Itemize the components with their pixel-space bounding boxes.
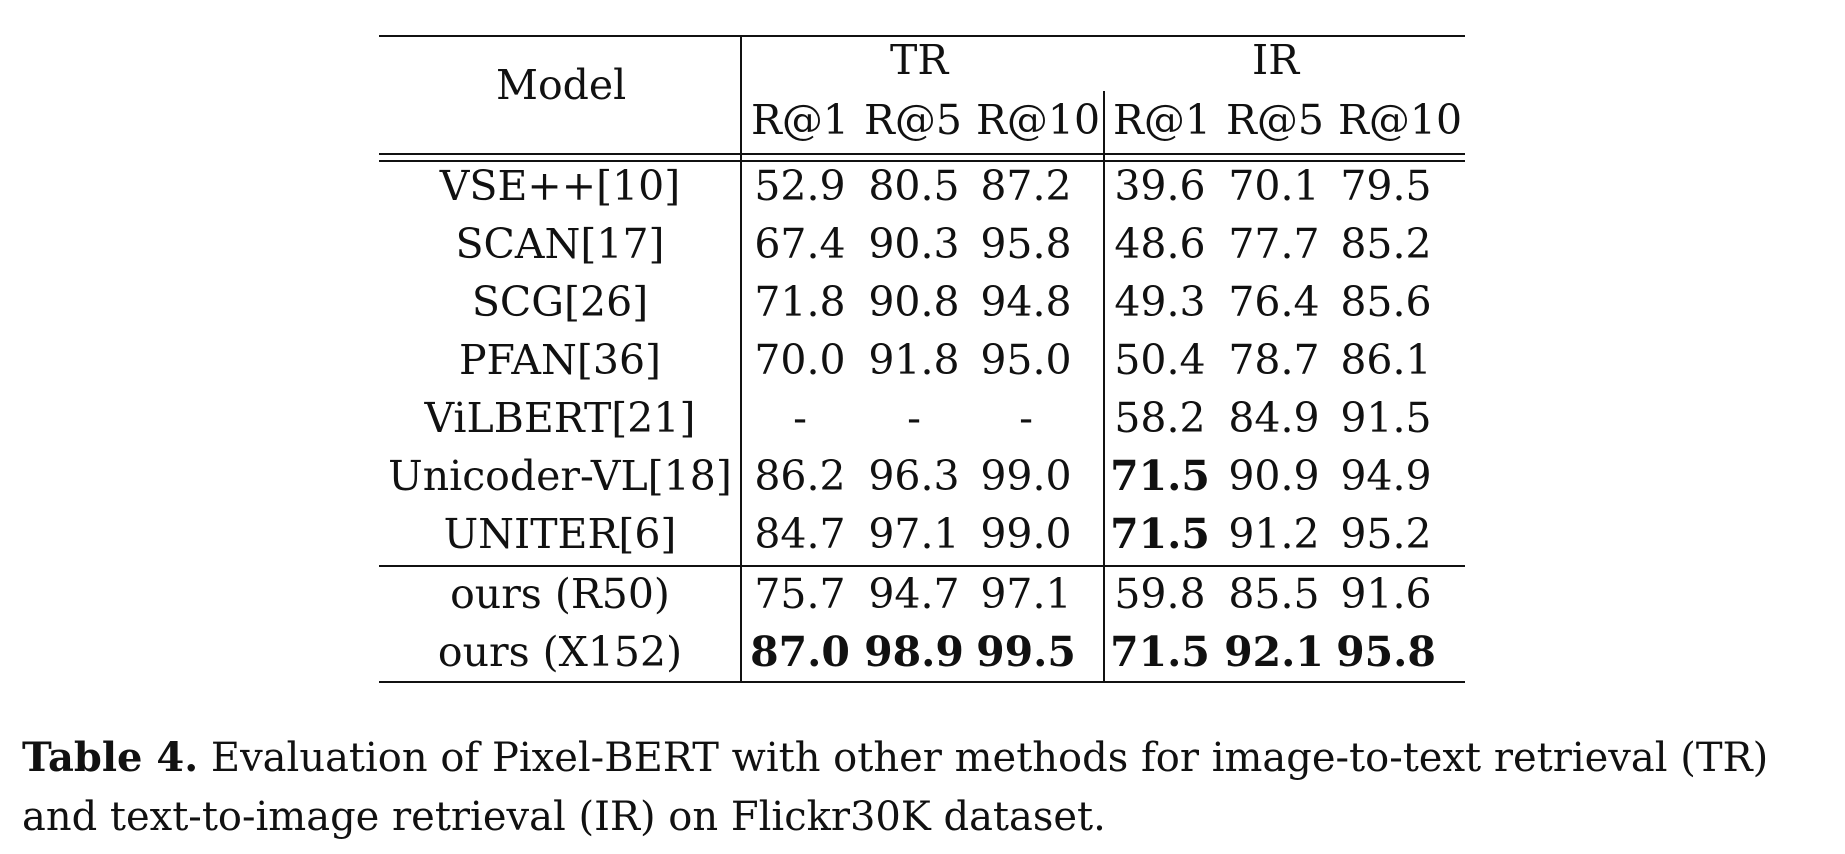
table-cell-value: 95.2 xyxy=(1340,510,1432,558)
table-cell-value: 99.0 xyxy=(980,452,1072,500)
row-model-name: SCG[26] xyxy=(471,278,649,326)
table-cell-value: 84.9 xyxy=(1228,394,1320,442)
row-model-name: SCAN[17] xyxy=(455,220,665,268)
table-cell-value: 78.7 xyxy=(1228,336,1320,384)
table-cell-value: 99.5 xyxy=(976,628,1076,676)
table-cell-value: 80.5 xyxy=(868,162,960,210)
metric-header-ir-r5: R@5 xyxy=(1226,96,1324,144)
table-cell-value: 98.9 xyxy=(864,628,964,676)
table-cell-value: 49.3 xyxy=(1114,278,1206,326)
table-cell-value: 86.1 xyxy=(1340,336,1432,384)
table-cell-value: 94.9 xyxy=(1340,452,1432,500)
table-cell-value: 50.4 xyxy=(1114,336,1206,384)
table-cell-value: 70.0 xyxy=(754,336,846,384)
row-model-name: ours (R50) xyxy=(450,570,670,618)
table-cell-value: - xyxy=(793,394,807,442)
table-cell-value: 67.4 xyxy=(754,220,846,268)
table-cell-value: 97.1 xyxy=(868,510,960,558)
table-cell-value: - xyxy=(1019,394,1033,442)
table-cell-value: 87.2 xyxy=(980,162,1072,210)
table-cell-value: 70.1 xyxy=(1228,162,1320,210)
metric-header-ir-r1: R@1 xyxy=(1113,96,1211,144)
table-cell-value: 75.7 xyxy=(754,570,846,618)
table-cell-value: 58.2 xyxy=(1114,394,1206,442)
row-model-name: VSE++[10] xyxy=(439,162,681,210)
table-cell-value: 85.2 xyxy=(1340,220,1432,268)
table-cell-value: 90.8 xyxy=(868,278,960,326)
table-cell-value: 95.0 xyxy=(980,336,1072,384)
table-cell-value: 85.5 xyxy=(1228,570,1320,618)
table-cell-value: 71.5 xyxy=(1110,628,1210,676)
table-rules xyxy=(379,35,1465,683)
table-cell-value: 91.5 xyxy=(1340,394,1432,442)
row-model-name: PFAN[36] xyxy=(458,336,662,384)
table-cell-value: 76.4 xyxy=(1228,278,1320,326)
tr-group-header: TR xyxy=(890,36,949,84)
metric-header-tr-r1: R@1 xyxy=(751,96,849,144)
table-cell-value: 91.6 xyxy=(1340,570,1432,618)
table-cell-value: 91.2 xyxy=(1228,510,1320,558)
row-model-name: UNITER[6] xyxy=(443,510,677,558)
table-cell-value: 59.8 xyxy=(1114,570,1206,618)
table-cell-value: 96.3 xyxy=(868,452,960,500)
caption-label: Table 4. xyxy=(22,734,199,781)
results-table: Model TR IR R@1 R@5 R@10 R@1 R@5 R@10 VS… xyxy=(379,35,1465,683)
table-cell-value: 52.9 xyxy=(754,162,846,210)
table-cell-value: 99.0 xyxy=(980,510,1072,558)
metric-header-ir-r10: R@10 xyxy=(1338,96,1463,144)
table-cell-value: 71.5 xyxy=(1110,452,1210,500)
metric-header-tr-r10: R@10 xyxy=(976,96,1101,144)
table-cell-value: 95.8 xyxy=(1336,628,1436,676)
ir-group-header: IR xyxy=(1252,36,1300,84)
caption-text: Evaluation of Pixel-BERT with other meth… xyxy=(22,735,1769,840)
table-cell-value: 84.7 xyxy=(754,510,846,558)
table-cell-value: 94.7 xyxy=(868,570,960,618)
table-cell-value: 94.8 xyxy=(980,278,1072,326)
table-cell-value: 92.1 xyxy=(1224,628,1324,676)
row-model-name: ours (X152) xyxy=(437,628,683,676)
table-cell-value: 87.0 xyxy=(750,628,850,676)
table-cell-value: 71.5 xyxy=(1110,510,1210,558)
table-cell-value: 71.8 xyxy=(754,278,846,326)
table-cell-value: 95.8 xyxy=(980,220,1072,268)
table-cell-value: 48.6 xyxy=(1114,220,1206,268)
table-cell-value: 91.8 xyxy=(868,336,960,384)
row-model-name: ViLBERT[21] xyxy=(424,394,696,442)
table-cell-value: 86.2 xyxy=(754,452,846,500)
table-cell-value: 39.6 xyxy=(1114,162,1206,210)
model-header: Model xyxy=(496,61,627,109)
table-cell-value: 90.9 xyxy=(1228,452,1320,500)
row-model-name: Unicoder-VL[18] xyxy=(388,452,732,500)
table-cell-value: 97.1 xyxy=(980,570,1072,618)
table-cell-value: 77.7 xyxy=(1228,220,1320,268)
table-cell-value: 90.3 xyxy=(868,220,960,268)
table-caption: Table 4. Evaluation of Pixel-BERT with o… xyxy=(22,728,1822,847)
table-cell-value: - xyxy=(907,394,921,442)
table-cell-value: 85.6 xyxy=(1340,278,1432,326)
metric-header-tr-r5: R@5 xyxy=(864,96,962,144)
table-cell-value: 79.5 xyxy=(1340,162,1432,210)
